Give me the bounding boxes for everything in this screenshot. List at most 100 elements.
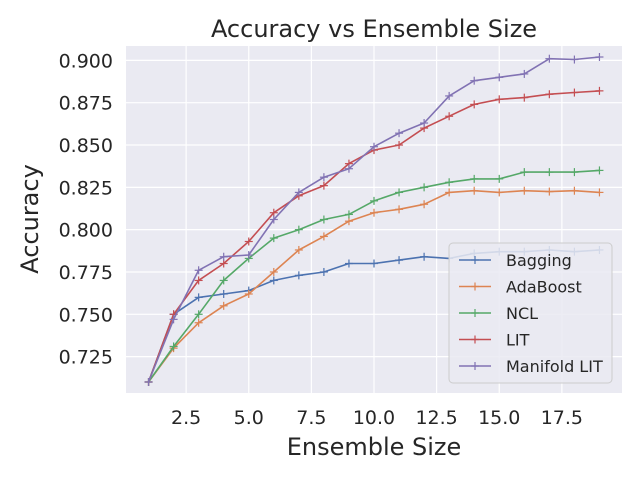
data-point-ncl [169,342,178,351]
data-point-bagging [269,276,278,285]
legend-item-bagging: Bagging [459,251,572,270]
data-point-manifold-lit [495,73,504,82]
data-point-manifold-lit [520,69,529,78]
data-point-adaboost [269,267,278,276]
data-point-ncl [445,178,454,187]
data-point-adaboost [370,208,378,217]
legend-item-manifold-lit: Manifold LIT [459,357,603,376]
data-point-lit [470,100,479,109]
data-point-adaboost [520,186,529,195]
data-point-manifold-lit [194,266,203,275]
series-ncl [144,166,604,386]
data-point-adaboost [420,200,429,209]
legend-label: Manifold LIT [506,357,603,376]
data-point-adaboost [395,205,404,214]
legend-label: Bagging [506,251,572,270]
data-point-ncl [520,168,529,177]
x-tick-label: 17.5 [541,407,583,429]
data-point-lit [194,276,203,285]
data-point-lit [545,90,554,99]
legend-box [448,242,613,384]
data-point-ncl [370,196,378,205]
data-point-bagging [395,256,404,265]
data-point-manifold-lit [144,377,153,386]
data-point-ncl [344,210,353,219]
data-point-lit [269,208,278,217]
data-point-adaboost [319,232,328,241]
data-point-ncl [219,276,228,285]
data-point-lit [319,181,328,190]
legend-marker [471,256,479,264]
x-tick-label: 5.0 [234,407,264,429]
data-point-lit [395,141,404,150]
data-point-manifold-lit [595,53,604,62]
data-point-manifold-lit [470,76,479,85]
legend-label: AdaBoost [506,278,582,297]
data-point-adaboost [495,188,504,197]
legend-label: NCL [506,304,538,323]
legend-item-ncl: NCL [459,304,538,323]
series-manifold-lit [144,53,604,386]
data-point-ncl [420,183,429,192]
data-point-manifold-lit [294,188,303,197]
data-point-ncl [470,174,479,183]
data-point-bagging [194,293,203,302]
data-point-manifold-lit [370,142,378,151]
chart-title: Accuracy vs Ensemble Size [211,15,537,43]
data-point-manifold-lit [244,251,253,260]
legend-item-lit: LIT [459,331,530,350]
data-point-ncl [545,168,554,177]
y-tick-label: 0.850 [59,135,113,157]
data-point-manifold-lit [269,215,278,224]
data-point-adaboost [595,188,604,197]
data-point-bagging [420,252,429,261]
data-point-lit [495,95,504,104]
data-point-ncl [395,188,404,197]
data-point-manifold-lit [395,129,404,138]
data-point-ncl [595,166,604,175]
legend-marker [471,335,479,344]
data-point-ncl [495,174,504,183]
data-point-bagging [344,259,353,268]
data-point-lit [520,93,529,102]
legend: Bagging AdaBoost NCL LIT Manifold LIT [448,242,613,384]
data-point-manifold-lit [319,173,328,182]
data-point-manifold-lit [445,91,454,100]
y-tick-label: 0.750 [59,304,113,326]
data-point-lit [570,88,579,97]
data-point-adaboost [294,245,303,254]
data-point-manifold-lit [169,315,178,324]
x-tick-label: 10.0 [353,407,395,429]
series-adaboost [144,186,604,386]
data-point-adaboost [470,186,479,195]
y-tick-label: 0.900 [59,50,113,72]
data-point-bagging [294,271,303,280]
data-point-bagging [219,289,228,298]
legend-item-adaboost: AdaBoost [459,278,582,297]
x-axis-label: Ensemble Size [287,433,462,461]
data-point-manifold-lit [420,119,429,128]
data-point-adaboost [545,187,554,196]
data-point-manifold-lit [545,54,554,63]
legend-label: LIT [506,331,530,350]
data-point-adaboost [445,188,454,197]
data-point-ncl [269,234,278,243]
data-point-lit [595,86,604,95]
tick-labels: 2.5 5.0 7.5 10.0 12.5 15.0 17.5 0.725 0.750 0.775… [59,50,583,429]
data-point-lit [244,237,253,246]
legend-marker [471,282,479,291]
x-tick-label: 12.5 [415,407,457,429]
legend-marker [471,362,479,370]
data-point-ncl [570,168,579,177]
y-tick-label: 0.875 [59,93,113,115]
data-point-adaboost [244,289,253,298]
data-point-lit [445,112,454,121]
y-tick-label: 0.725 [59,347,113,369]
data-point-ncl [319,215,328,224]
data-point-ncl [194,310,203,319]
y-tick-label: 0.775 [59,262,113,284]
x-tick-label: 7.5 [296,407,326,429]
data-point-bagging [370,259,378,268]
